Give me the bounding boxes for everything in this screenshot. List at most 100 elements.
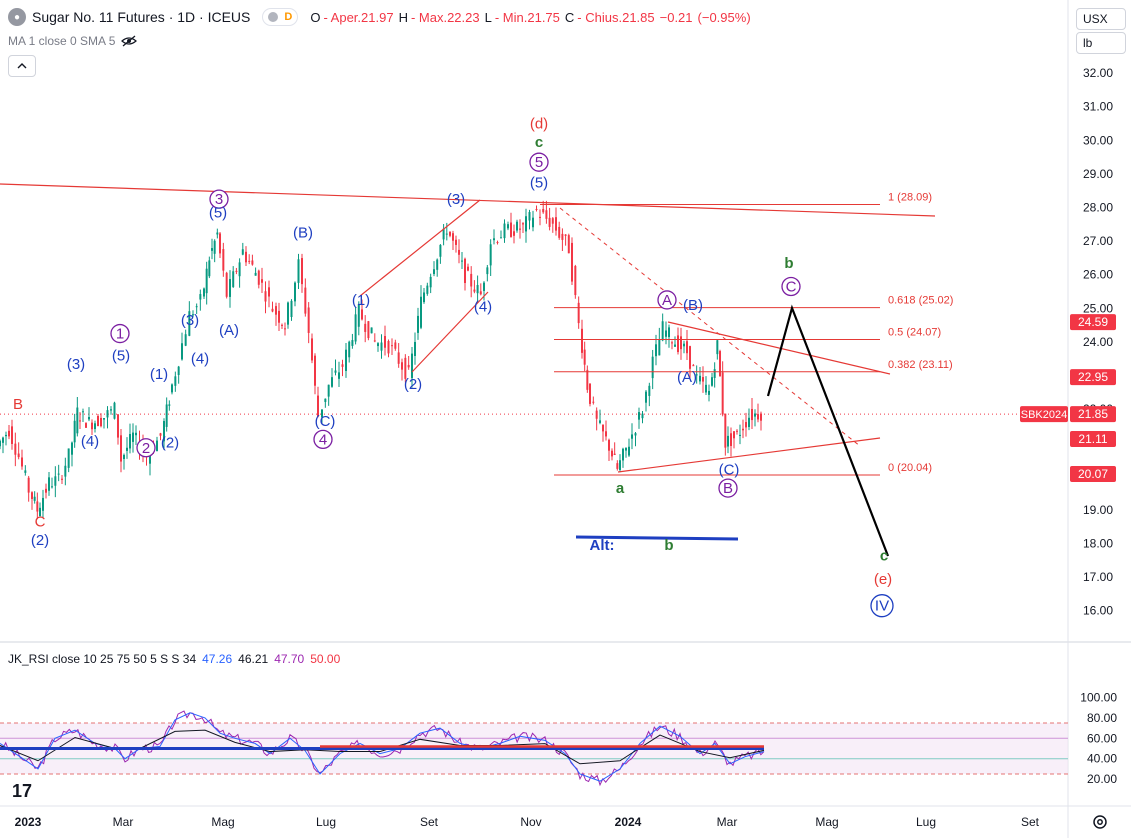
candle-body <box>225 272 228 297</box>
candle-body <box>760 413 762 421</box>
candle-body <box>733 431 735 439</box>
candle-body <box>211 248 213 251</box>
candle-body <box>648 385 651 396</box>
rsi-legend[interactable]: JK_RSI close 10 25 75 50 5 S S 34 47.26 4… <box>8 652 346 666</box>
candle-body <box>17 453 20 458</box>
candle-body <box>445 233 448 235</box>
candle-body <box>251 260 254 265</box>
candle-body <box>45 488 47 493</box>
candle-body <box>48 477 50 491</box>
wave-label: (C) <box>719 462 740 479</box>
candle-body <box>668 327 670 338</box>
candle-body <box>708 390 710 395</box>
candle-body <box>564 234 567 236</box>
candle-body <box>174 376 177 386</box>
candle-body <box>674 344 676 347</box>
candle-body <box>370 327 373 334</box>
candle-body <box>149 453 151 464</box>
eye-hidden-icon[interactable] <box>121 35 138 47</box>
candle-body <box>120 435 122 462</box>
wave-label: (2) <box>404 376 422 393</box>
candle-body <box>338 372 340 379</box>
candle-body <box>503 223 506 239</box>
candle-body <box>724 413 727 448</box>
candle-body <box>532 217 534 228</box>
candle-body <box>171 384 173 393</box>
candle-body <box>384 336 386 348</box>
wave-label: b <box>784 255 793 272</box>
wave-label: c <box>535 134 543 151</box>
candle-body <box>181 343 183 360</box>
trendline-dashed <box>559 207 861 447</box>
candle-body <box>645 391 647 403</box>
candle-body <box>57 473 60 475</box>
rsi-signal-line <box>0 712 765 782</box>
candle-body <box>21 457 23 467</box>
candle-body <box>94 423 96 430</box>
candle-body <box>248 260 251 262</box>
candle-body <box>513 231 515 236</box>
candle-body <box>2 437 4 443</box>
candle-body <box>275 306 277 315</box>
ma-legend[interactable]: MA 1 close 0 SMA 5 <box>8 34 138 48</box>
gear-icon[interactable] <box>1090 812 1110 832</box>
candle-body <box>577 302 580 324</box>
candle-body <box>301 258 303 285</box>
candle-body <box>449 231 451 236</box>
candle-body <box>417 315 419 333</box>
candle-body <box>188 311 191 336</box>
collapse-legend-button[interactable] <box>8 55 36 77</box>
interval-badge: D <box>284 11 293 23</box>
candle-body <box>516 221 518 231</box>
wave-label: (1) <box>150 366 168 383</box>
chevron-up-icon <box>17 63 27 69</box>
candle-body <box>528 212 531 221</box>
candle-body <box>625 447 627 451</box>
candle-body <box>36 501 39 512</box>
candle-body <box>135 432 137 436</box>
candle-body <box>264 291 267 302</box>
candle-body <box>476 285 479 294</box>
candle-body <box>473 289 476 292</box>
rsi-legend-name: JK_RSI close 10 25 75 50 5 S S 34 <box>8 652 197 666</box>
candle-body <box>429 276 432 288</box>
channel-line-top <box>359 199 481 297</box>
candle-body <box>39 507 41 517</box>
candle-body <box>297 259 300 283</box>
wave-label: A <box>662 292 672 309</box>
ohlc-label: O <box>310 9 321 25</box>
currency-select[interactable]: USX <box>1076 8 1126 30</box>
candle-body <box>651 356 654 379</box>
candle-body <box>458 249 460 255</box>
ohlc-value: - Chius.21.85 <box>577 9 655 25</box>
rsi-line <box>0 710 765 787</box>
symbol-logo-icon: ● <box>8 8 26 26</box>
candle-body <box>583 349 586 365</box>
candle-body <box>539 216 541 218</box>
candle-body <box>558 226 561 238</box>
candle-body <box>238 262 241 277</box>
time-tick-label: Set <box>420 815 439 829</box>
time-tick-label: Lug <box>316 815 336 829</box>
price-tag <box>1070 406 1116 423</box>
candle-body <box>294 282 296 302</box>
price-tick-label: 27.00 <box>1083 234 1113 248</box>
candle-body <box>595 410 598 419</box>
ohlc-value: - Min.21.75 <box>494 9 560 25</box>
market-status-pill[interactable]: D <box>262 8 299 26</box>
candle-body <box>589 383 591 404</box>
symbol-tag-label: SBK2024 <box>1021 409 1067 421</box>
ohlc-label: L <box>484 9 492 25</box>
candle-body <box>208 260 211 277</box>
wave-label: Alt: <box>590 537 615 554</box>
symbol-title[interactable]: Sugar No. 11 Futures · 1D · ICEUS <box>32 9 251 25</box>
unit-select[interactable]: lb <box>1076 32 1126 54</box>
candle-body <box>671 342 673 344</box>
wave-label: (4) <box>81 433 99 450</box>
candle-body <box>165 404 168 427</box>
time-tick-label: Nov <box>520 815 541 829</box>
candle-body <box>535 208 538 210</box>
candle-body <box>548 217 551 227</box>
wave-label: (3) <box>181 312 199 329</box>
